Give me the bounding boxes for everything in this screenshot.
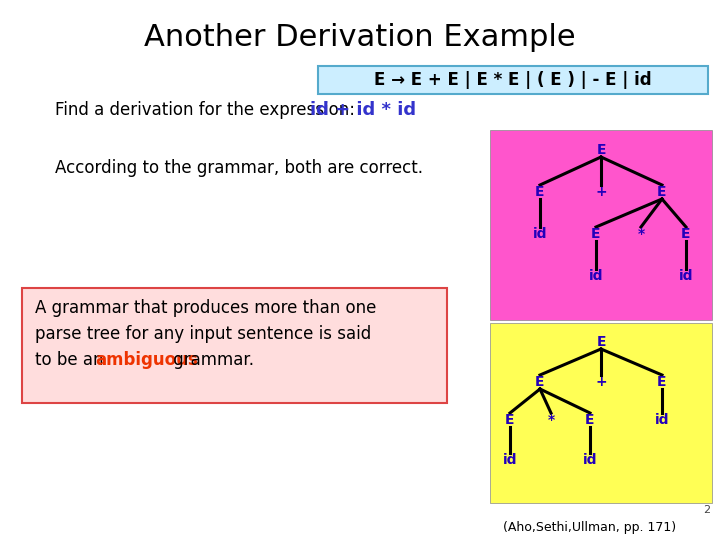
Text: E: E bbox=[535, 375, 545, 389]
Text: +: + bbox=[595, 185, 607, 199]
Text: E: E bbox=[585, 413, 595, 427]
FancyBboxPatch shape bbox=[490, 323, 712, 503]
Text: E: E bbox=[596, 335, 606, 349]
Text: *: * bbox=[637, 227, 644, 241]
Text: Find a derivation for the expression:: Find a derivation for the expression: bbox=[55, 101, 366, 119]
Text: 2: 2 bbox=[703, 505, 710, 515]
Text: E: E bbox=[596, 143, 606, 157]
FancyBboxPatch shape bbox=[22, 288, 447, 403]
Text: to be an: to be an bbox=[35, 351, 109, 369]
Text: A grammar that produces more than one: A grammar that produces more than one bbox=[35, 299, 377, 317]
Text: id: id bbox=[679, 269, 693, 283]
FancyBboxPatch shape bbox=[318, 66, 708, 94]
Text: id: id bbox=[654, 413, 670, 427]
Text: E: E bbox=[505, 413, 515, 427]
Text: id: id bbox=[533, 227, 547, 241]
Text: (Aho,Sethi,Ullman, pp. 171): (Aho,Sethi,Ullman, pp. 171) bbox=[503, 522, 677, 535]
Text: According to the grammar, both are correct.: According to the grammar, both are corre… bbox=[55, 159, 423, 177]
Text: *: * bbox=[547, 413, 554, 427]
FancyBboxPatch shape bbox=[490, 130, 712, 320]
Text: +: + bbox=[595, 375, 607, 389]
Text: Another Derivation Example: Another Derivation Example bbox=[144, 24, 576, 52]
Text: id: id bbox=[503, 453, 517, 467]
Text: E: E bbox=[657, 375, 667, 389]
Text: E → E + E | E * E | ( E ) | - E | id: E → E + E | E * E | ( E ) | - E | id bbox=[374, 71, 652, 89]
Text: grammar.: grammar. bbox=[168, 351, 254, 369]
Text: id + id * id: id + id * id bbox=[310, 101, 416, 119]
Text: id: id bbox=[582, 453, 598, 467]
Text: ambiguous: ambiguous bbox=[95, 351, 198, 369]
Text: E: E bbox=[681, 227, 690, 241]
Text: E: E bbox=[535, 185, 545, 199]
Text: E: E bbox=[657, 185, 667, 199]
Text: E: E bbox=[591, 227, 600, 241]
Text: id: id bbox=[589, 269, 603, 283]
Text: parse tree for any input sentence is said: parse tree for any input sentence is sai… bbox=[35, 325, 372, 343]
